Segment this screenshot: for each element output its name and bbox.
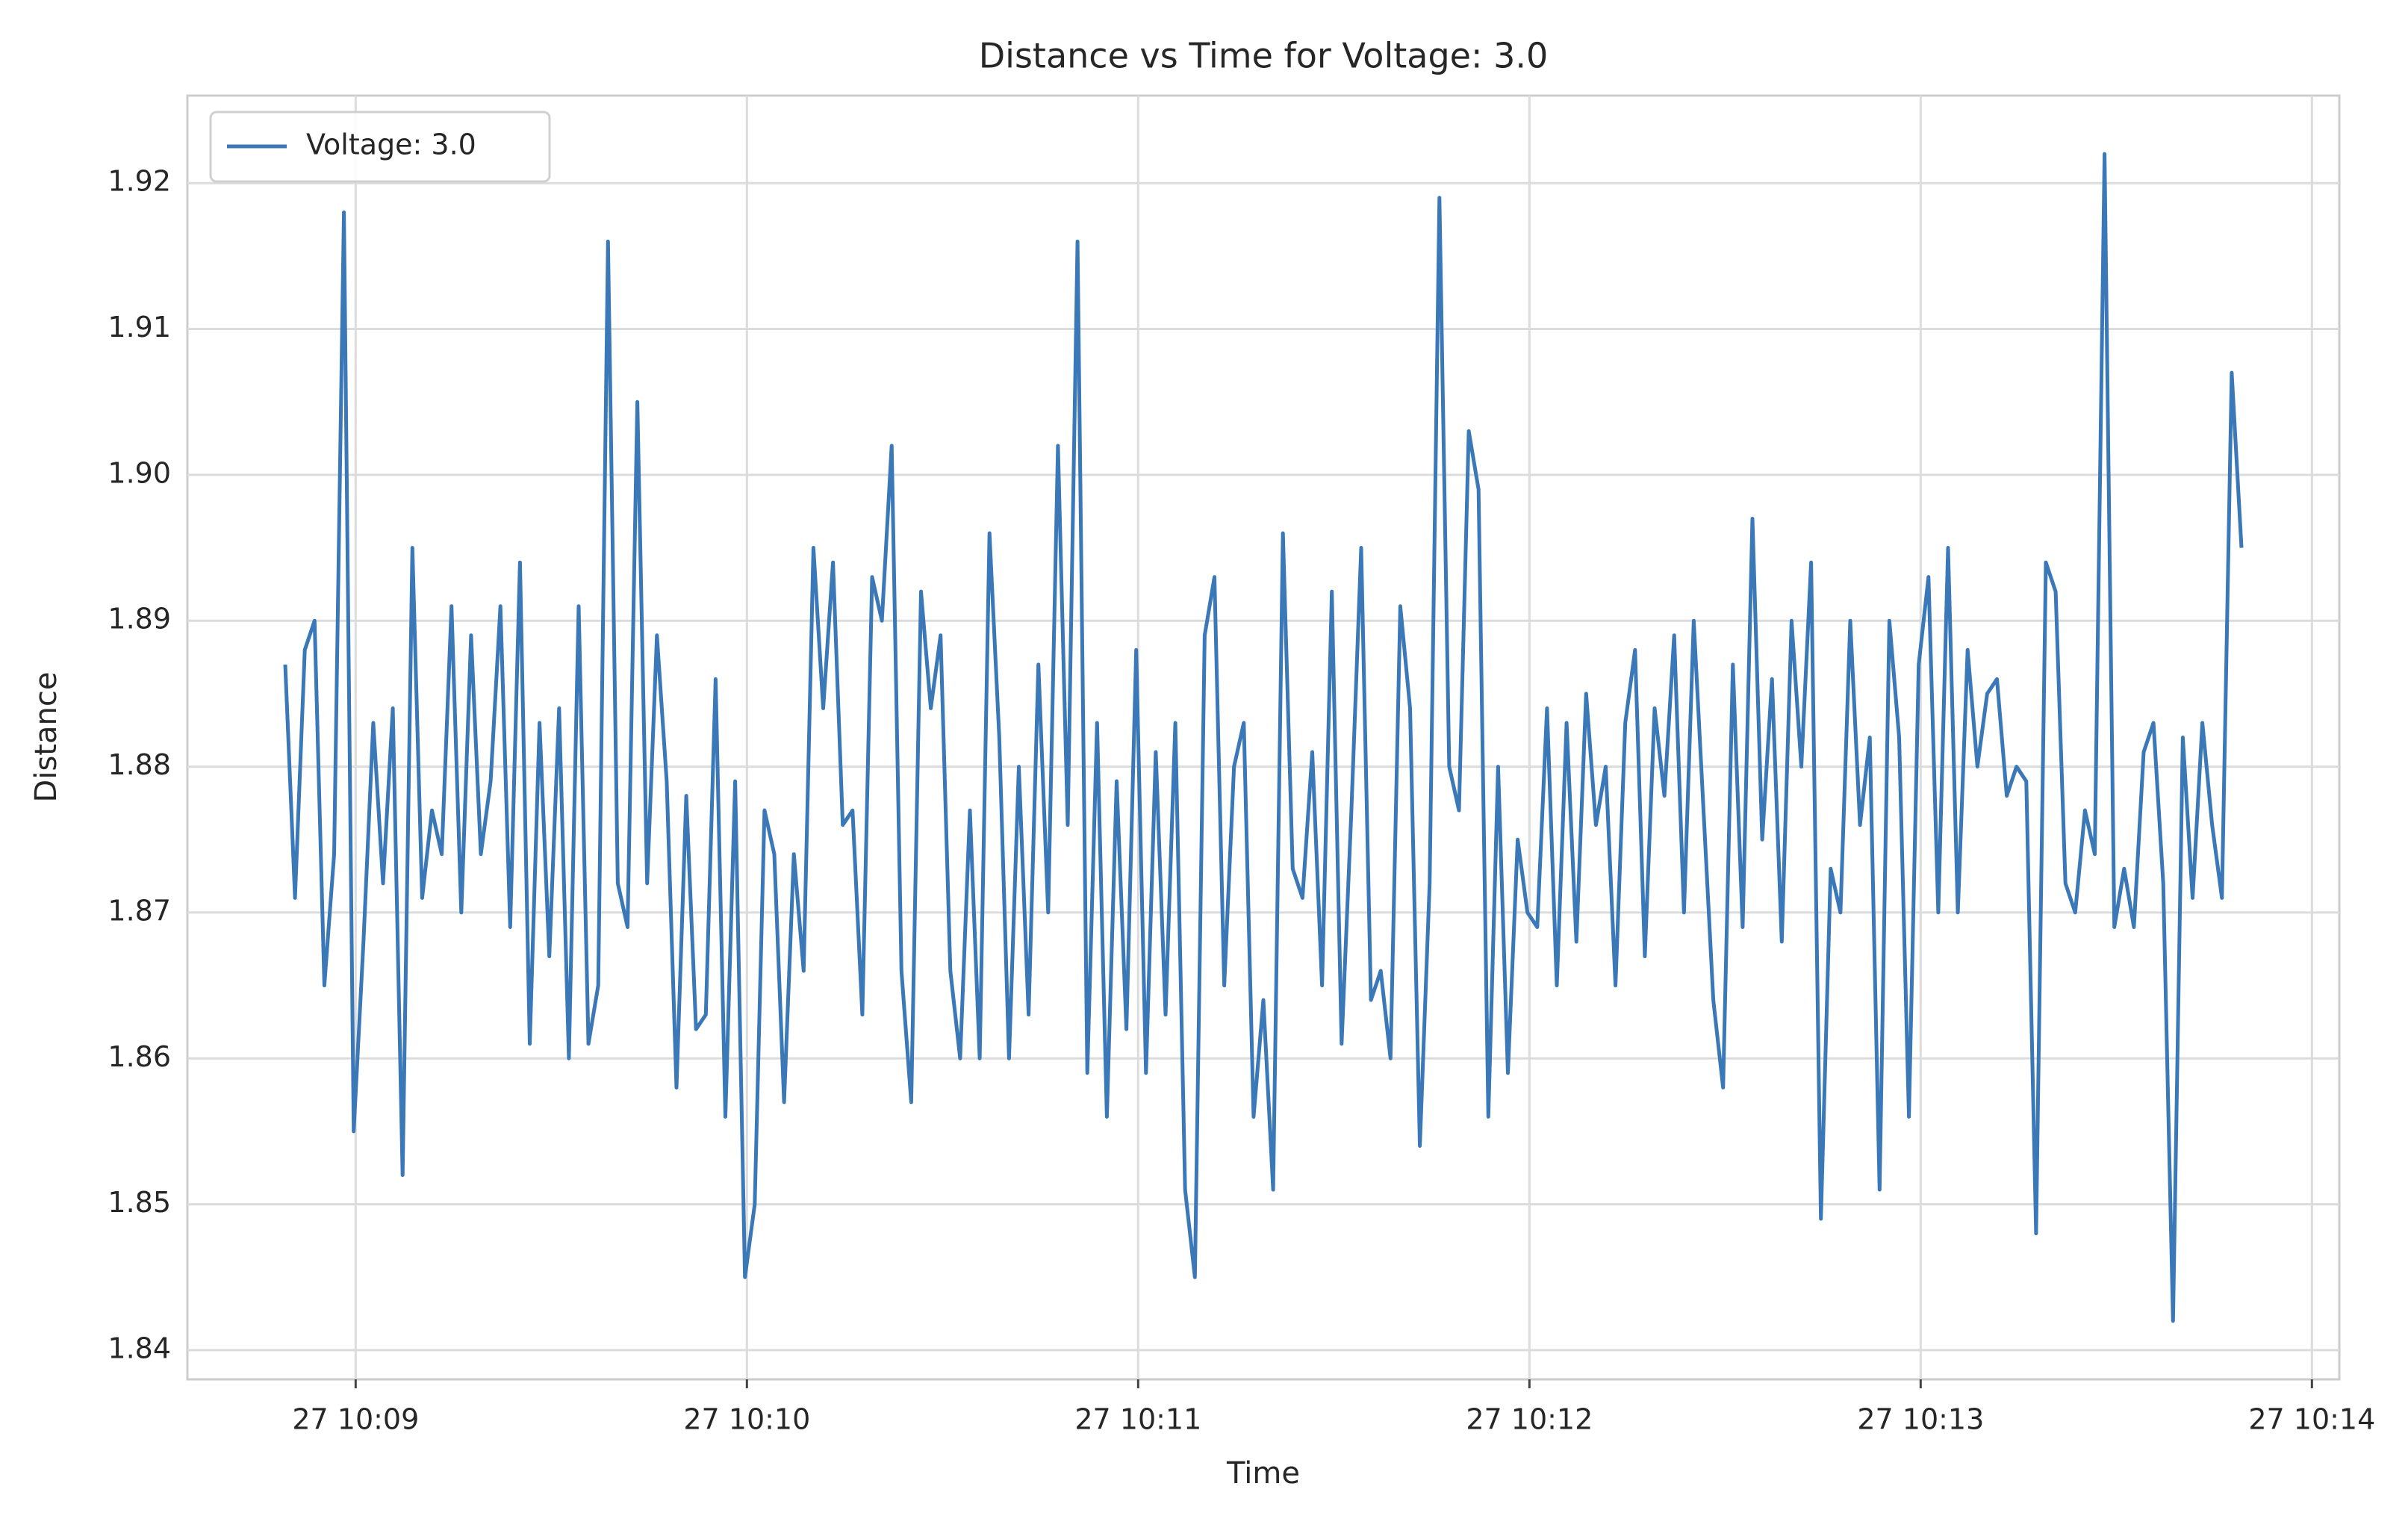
x-axis-label: Time: [1226, 1456, 1300, 1491]
y-tick-label: 1.85: [108, 1186, 171, 1219]
y-tick-label: 1.88: [108, 748, 171, 781]
y-tick-label: 1.92: [108, 165, 171, 198]
y-tick-label: 1.86: [108, 1040, 171, 1073]
x-tick-label: 27 10:13: [1857, 1403, 1984, 1436]
y-tick-label: 1.91: [108, 311, 171, 344]
x-tick-label: 27 10:14: [2248, 1403, 2375, 1436]
x-tick-label: 27 10:09: [292, 1403, 419, 1436]
x-tick-label: 27 10:11: [1074, 1403, 1201, 1436]
y-axis-label: Distance: [29, 672, 63, 803]
y-tick-label: 1.90: [108, 456, 171, 489]
y-tick-label: 1.89: [108, 603, 171, 636]
legend: Voltage: 3.0: [209, 111, 551, 183]
x-tick-label: 27 10:12: [1466, 1403, 1593, 1436]
chart-title: Distance vs Time for Voltage: 3.0: [979, 36, 1548, 76]
legend-box: [209, 111, 551, 183]
legend-label: Voltage: 3.0: [306, 128, 476, 161]
y-tick-label: 1.84: [108, 1332, 171, 1364]
data-line: [283, 152, 2244, 1323]
x-tick-label: 27 10:10: [683, 1403, 810, 1436]
plot-area: [186, 94, 2341, 1381]
y-tick-label: 1.87: [108, 894, 171, 927]
